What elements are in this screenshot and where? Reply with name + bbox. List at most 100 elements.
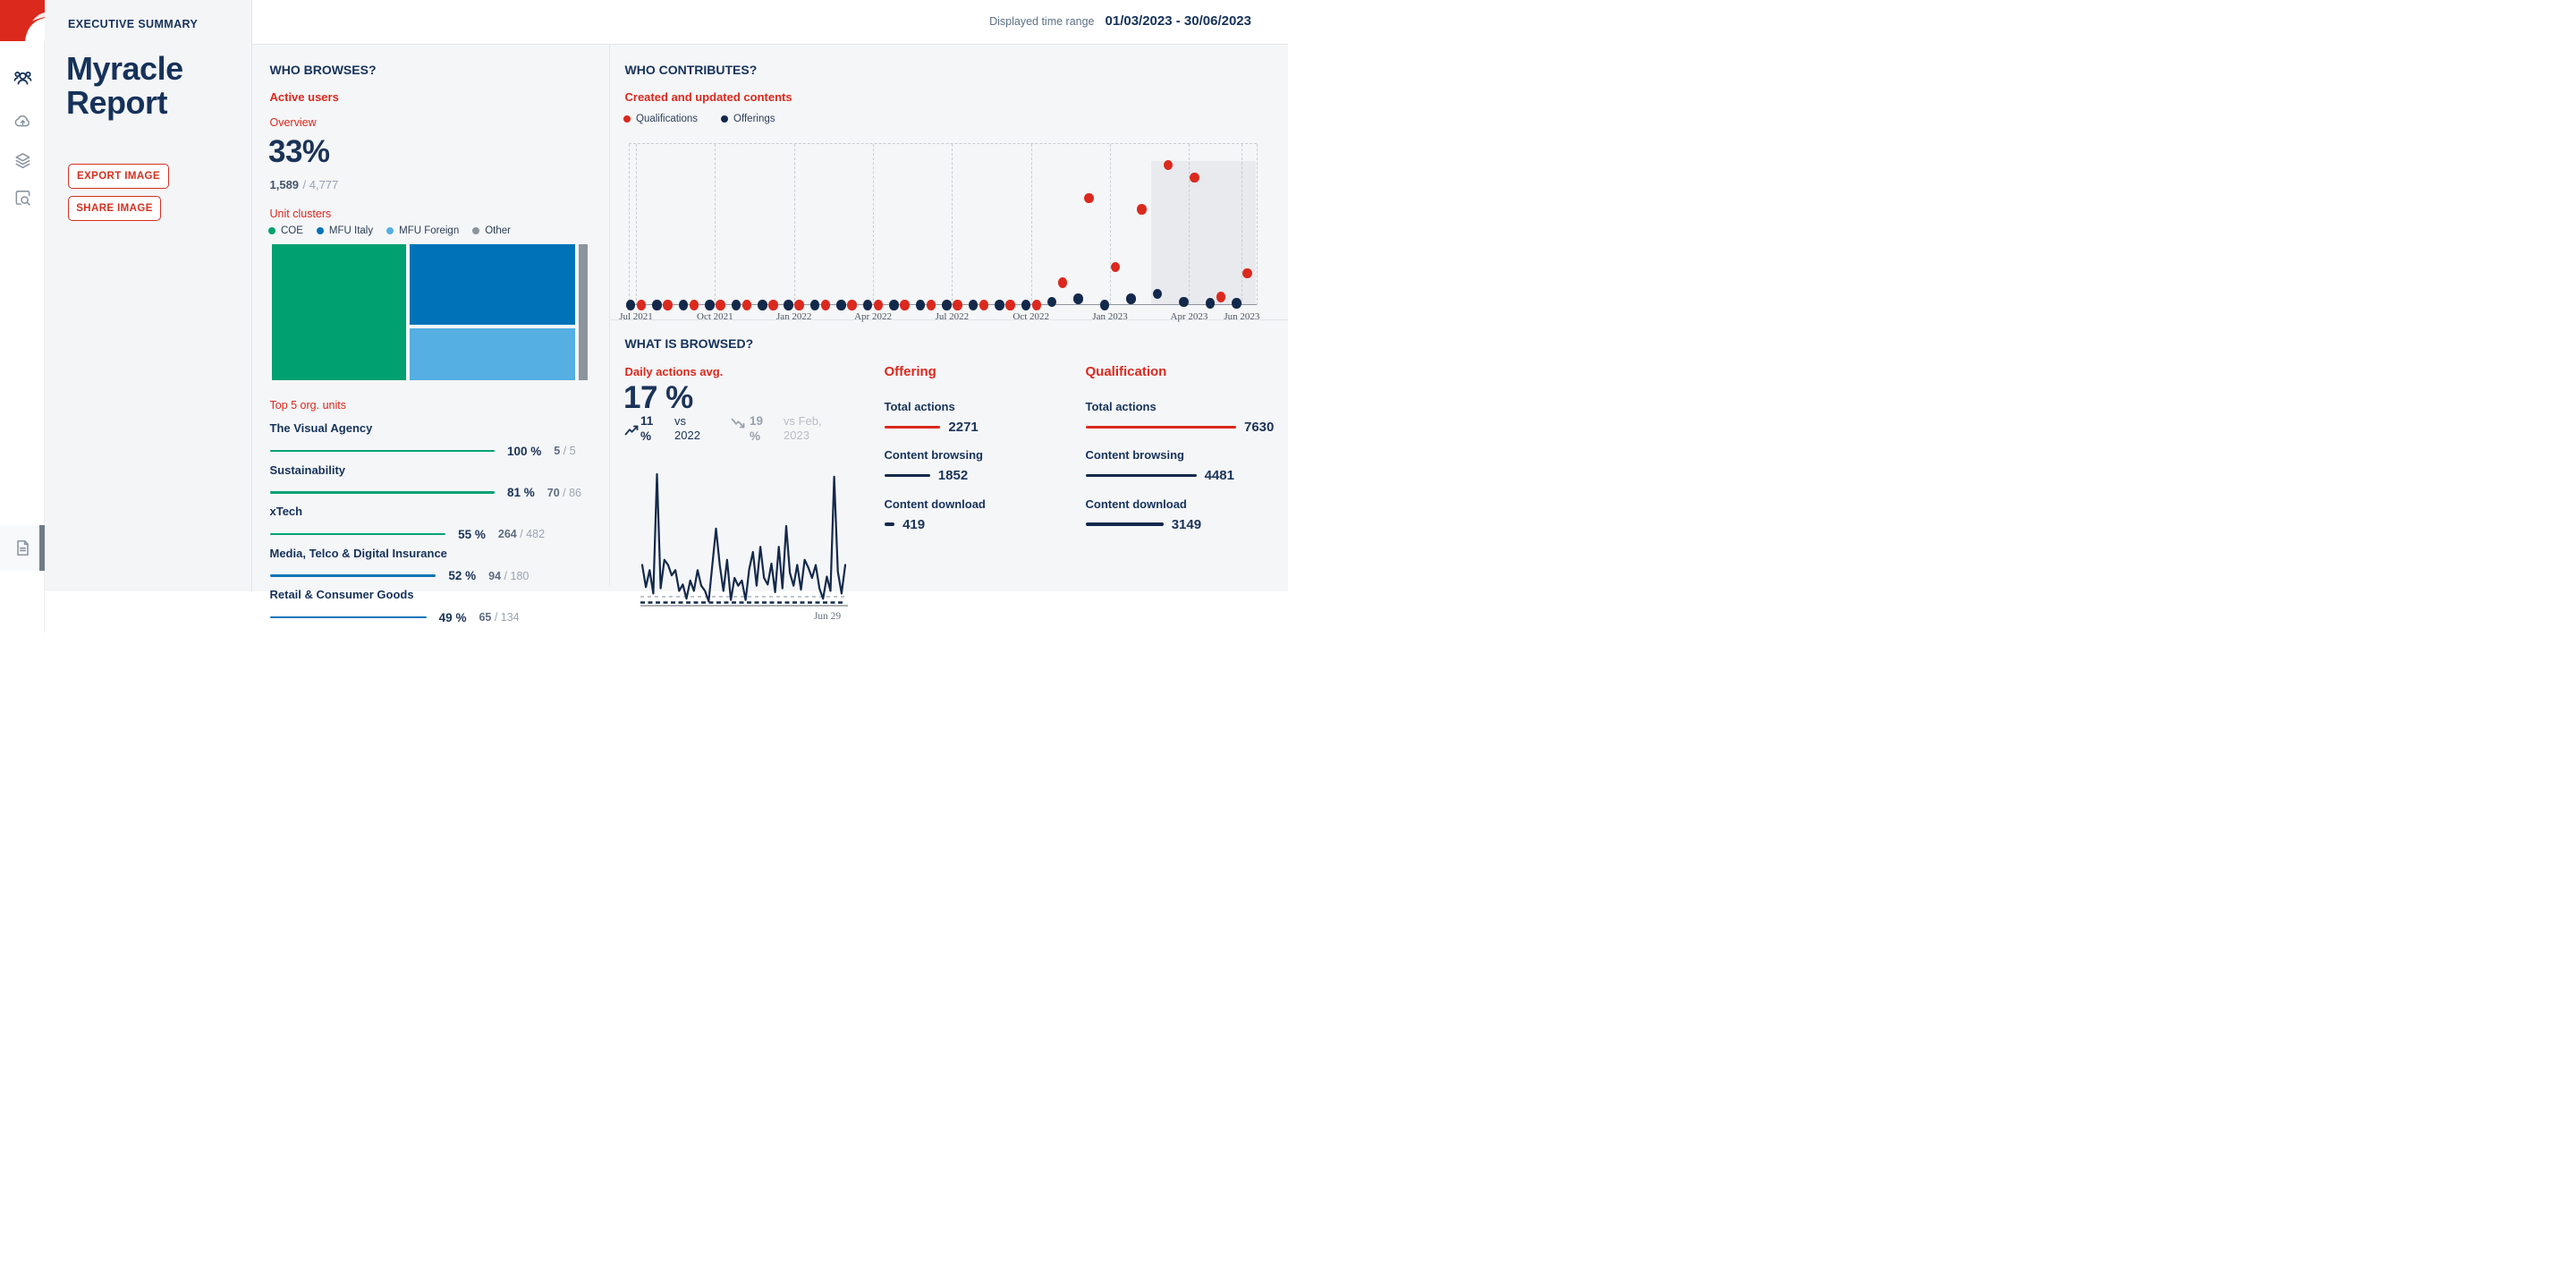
trend-down-value: 19%: [750, 414, 764, 443]
qualifications-data-point: [689, 300, 699, 310]
gridline-jun-2023: [1241, 144, 1243, 305]
offerings-data-point: [995, 300, 1004, 310]
sidebar-item-users[interactable]: [13, 68, 32, 88]
org-unit-bar-line: 52 % 94 / 180: [269, 569, 530, 582]
trend-down-caption: vs Feb, 2023: [784, 414, 822, 443]
stat-bar: [884, 522, 895, 526]
share-image-button[interactable]: SHARE IMAGE: [68, 196, 161, 221]
gridline-jul-2022: [952, 144, 953, 305]
x-tick-label: Apr 2022: [854, 311, 892, 322]
overview-label: Overview: [269, 115, 317, 129]
legend-item-mfu-foreign[interactable]: MFU Foreign: [386, 225, 459, 236]
treemap-block-mfu-foreign: [410, 328, 575, 380]
active-users-percent: 33%: [268, 134, 330, 169]
stat-value: 1852: [937, 468, 969, 483]
x-tick-label: Jan 2023: [1092, 311, 1128, 322]
sidebar: [0, 0, 45, 632]
offerings-data-point: [1232, 298, 1241, 309]
stat-bar-line: 7630: [1085, 420, 1274, 435]
document-icon: [16, 539, 29, 556]
x-tick-label: Jul 2021: [619, 311, 653, 322]
qualifications-data-point: [1005, 300, 1015, 310]
org-unit-count: 70 / 86: [547, 486, 582, 499]
top-header: Displayed time range 01/03/2023 - 30/06/…: [989, 13, 1251, 29]
panel-horizontal-divider: [608, 318, 1288, 320]
stats-column-title: Qualification: [1085, 364, 1167, 379]
org-unit-bar-line: 100 % 5 / 5: [269, 445, 576, 458]
legend-item-qualifications[interactable]: Qualifications: [623, 114, 698, 124]
legend-dot-icon: [472, 226, 480, 234]
legend-item-coe[interactable]: COE: [268, 225, 303, 236]
legend-dot-icon: [316, 226, 324, 234]
sparkline-path: [640, 472, 847, 603]
stat-label: Content browsing: [884, 448, 984, 462]
stat-value: 3149: [1171, 516, 1202, 532]
legend-item-other[interactable]: Other: [472, 225, 511, 236]
gridline-jul-2021: [636, 144, 637, 305]
unit-clusters-legend: COE MFU Italy MFU Foreign Other: [268, 225, 511, 236]
users-group-icon: [13, 71, 31, 84]
org-unit-bar-line: 49 % 65 / 134: [269, 611, 520, 624]
sidebar-scrollbar-thumb[interactable]: [39, 525, 45, 571]
x-tick-label: Jul 2022: [935, 311, 970, 322]
qualifications-data-point: [1031, 300, 1041, 310]
qualifications-data-point: [820, 300, 831, 310]
active-users-title: Active users: [269, 90, 339, 104]
legend-dot-icon: [721, 115, 729, 123]
stat-label: Content download: [1085, 497, 1187, 511]
org-unit-count: 65 / 134: [479, 611, 520, 624]
sidebar-item-search[interactable]: [13, 189, 32, 208]
page-title: Myracle Report: [66, 50, 183, 122]
time-range-value[interactable]: 01/03/2023 - 30/06/2023: [1105, 13, 1251, 29]
legend-dot-icon: [268, 226, 275, 234]
qualifications-data-point: [1057, 277, 1068, 288]
time-range-label: Displayed time range: [989, 15, 1095, 28]
x-tick-label: Jan 2022: [775, 311, 812, 322]
legend-item-label: COE: [281, 225, 303, 236]
trend-up-icon: [624, 424, 640, 441]
org-unit-row: Media, Telco & Digital Insurance 52 % 94 /…: [269, 547, 597, 588]
offerings-data-point: [915, 300, 926, 310]
sidebar-item-report[interactable]: [0, 525, 45, 571]
legend-item-offerings[interactable]: Offerings: [721, 114, 775, 124]
sidebar-item-layers[interactable]: [13, 151, 32, 171]
x-tick-label: Apr 2023: [1170, 311, 1208, 322]
stat-bar: [1085, 473, 1197, 478]
legend-item-label: Other: [485, 225, 511, 236]
legend-item-label: Qualifications: [636, 113, 699, 124]
offerings-data-point: [758, 300, 767, 310]
treemap-block-other: [579, 243, 588, 380]
daily-actions-percent: 17 %: [623, 380, 693, 415]
stat-bar: [884, 473, 930, 478]
app-logo[interactable]: [0, 0, 45, 41]
org-unit-count: 5 / 5: [554, 445, 576, 457]
left-panel-background: [45, 0, 251, 591]
legend-item-mfu-italy[interactable]: MFU Italy: [316, 225, 373, 236]
org-unit-bar: [269, 574, 436, 577]
qualifications-data-point: [1137, 204, 1147, 215]
org-unit-bar: [269, 491, 495, 494]
unit-clusters-treemap: [272, 243, 588, 380]
offerings-data-point: [705, 300, 715, 310]
offerings-data-point: [942, 300, 952, 310]
stat-bar-line: 1852: [884, 468, 969, 483]
offerings-data-point: [1073, 293, 1083, 304]
offerings-data-point: [1099, 300, 1110, 310]
x-tick-label: Oct 2022: [1013, 311, 1050, 322]
offerings-data-point: [1152, 288, 1163, 300]
org-unit-count: 94 / 180: [488, 569, 530, 582]
legend-dot-icon: [386, 226, 394, 234]
gridline-jan-2023: [1110, 144, 1112, 305]
plot-right-border: [1256, 144, 1258, 305]
stat-bar-line: 2271: [884, 420, 979, 435]
page-eyebrow: EXECUTIVE SUMMARY: [68, 18, 199, 30]
export-image-button[interactable]: EXPORT IMAGE: [68, 164, 169, 189]
qualifications-data-point: [1084, 192, 1094, 204]
gridline-jan-2022: [793, 144, 795, 305]
qualifications-data-point: [847, 300, 857, 310]
offerings-data-point: [731, 300, 741, 310]
offerings-data-point: [652, 300, 662, 310]
treemap-block-mfu-italy: [410, 243, 575, 325]
offerings-data-point: [889, 300, 899, 310]
sidebar-item-upload[interactable]: [13, 112, 32, 132]
